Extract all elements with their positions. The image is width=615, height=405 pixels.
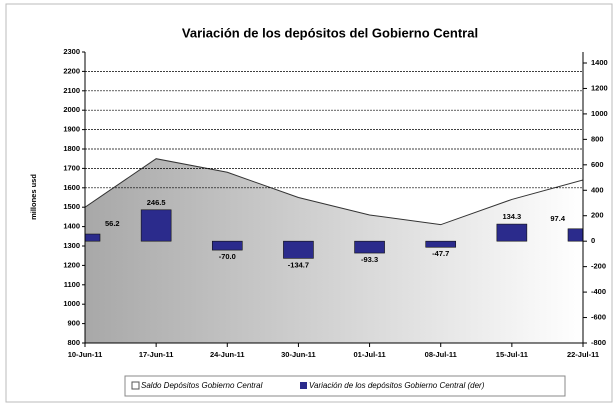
bar-label: -47.7 (432, 249, 449, 258)
area (85, 158, 583, 343)
y2-tick-label: 400 (591, 185, 604, 194)
bar-label: -70.0 (219, 252, 236, 261)
y-tick-label: 1600 (63, 183, 80, 192)
y-tick-label: 1500 (63, 202, 80, 211)
legend-swatch (131, 381, 140, 390)
y-tick-label: 1100 (64, 280, 80, 289)
y2-tick-label: 600 (591, 160, 604, 169)
y2-tick-label: 1400 (591, 58, 608, 67)
x-tick-label: 24-Jun-11 (210, 350, 245, 359)
bar-label: 246.5 (147, 198, 166, 207)
y2-tick-label: -800 (591, 338, 606, 347)
bar (567, 228, 583, 242)
y2-tick-label: -200 (591, 262, 606, 271)
chart-title: Variación de los depósitos del Gobierno … (182, 25, 478, 40)
bar (496, 223, 528, 242)
bar-label: -93.3 (361, 255, 378, 264)
bar-label: 134.3 (502, 212, 521, 221)
y-axis-label: millones usd (29, 174, 38, 220)
y2-tick-label: -600 (591, 313, 606, 322)
bar-label: -134.7 (288, 260, 309, 269)
y2-tick-label: 1000 (591, 109, 608, 118)
x-tick-label: 01-Jul-11 (354, 350, 386, 359)
y-tick-label: 1800 (63, 144, 80, 153)
x-tick-label: 22-Jul-11 (567, 350, 599, 359)
y2-tick-label: 0 (591, 236, 595, 245)
y2-tick-label: 1200 (591, 83, 608, 92)
y2-tick-label: -400 (591, 287, 606, 296)
bar (425, 240, 457, 248)
y-tick-label: 1200 (63, 260, 80, 269)
bar (283, 240, 314, 259)
y2-tick-label: 800 (591, 134, 604, 143)
bar-label: 97.4 (550, 214, 565, 223)
plot-area (85, 158, 583, 343)
legend-label: Variación de los depósitos Gobierno Cent… (309, 381, 485, 390)
y-tick-label: 2000 (63, 105, 80, 114)
y2-tick-label: 200 (591, 211, 604, 220)
y-tick-label: 1700 (63, 163, 80, 172)
legend (124, 375, 566, 397)
y-tick-label: 1300 (63, 241, 80, 250)
y-tick-label: 2300 (63, 47, 80, 56)
bar-label: 56.2 (105, 219, 120, 228)
area-line (85, 158, 583, 226)
bar (140, 209, 172, 242)
y-tick-label: 800 (67, 338, 80, 347)
y-tick-label: 1000 (63, 299, 80, 308)
x-tick-label: 17-Jun-11 (139, 350, 174, 359)
x-tick-label: 30-Jun-11 (281, 350, 316, 359)
bar (85, 233, 101, 242)
y-tick-label: 2100 (63, 86, 80, 95)
x-tick-label: 08-Jul-11 (425, 350, 457, 359)
bar (211, 240, 243, 251)
x-tick-label: 10-Jun-11 (68, 350, 103, 359)
legend-label: Saldo Depósitos Gobierno Central (141, 381, 263, 390)
x-tick-label: 15-Jul-11 (496, 350, 528, 359)
legend-swatch (300, 382, 307, 389)
y-tick-label: 2200 (63, 66, 80, 75)
y-tick-label: 1400 (63, 222, 80, 231)
bar (354, 240, 385, 254)
y-tick-label: 1900 (63, 125, 80, 134)
y-tick-label: 900 (67, 319, 80, 328)
